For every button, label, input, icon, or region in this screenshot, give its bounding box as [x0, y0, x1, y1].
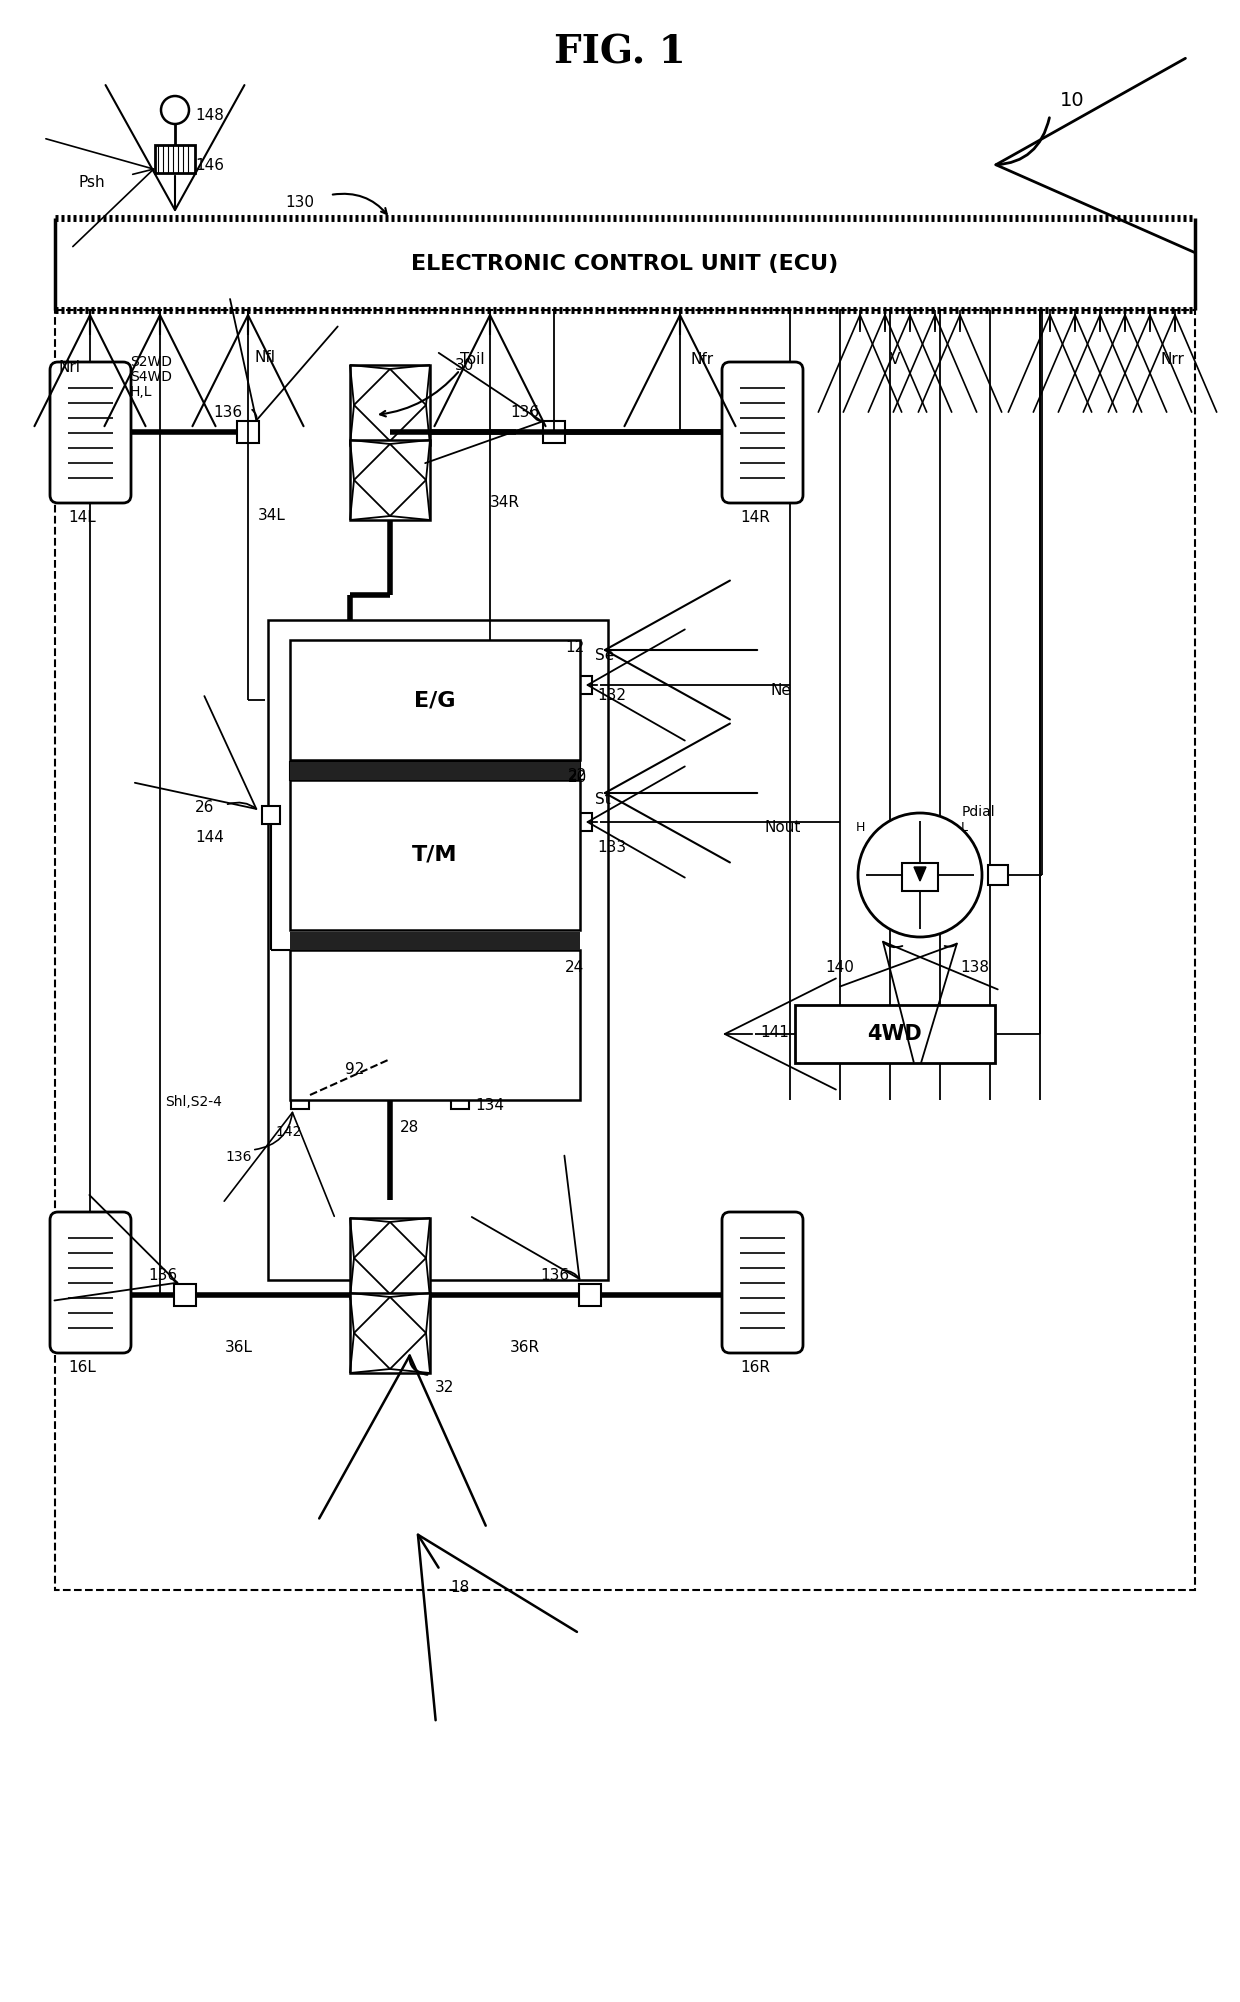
Text: 4WD: 4WD	[868, 1023, 923, 1043]
Text: H: H	[856, 821, 864, 835]
Text: 30: 30	[455, 358, 475, 372]
Text: 146: 146	[195, 158, 224, 172]
Text: 136: 136	[224, 1149, 252, 1163]
Bar	[290, 641, 580, 761]
Text: 28: 28	[401, 1119, 419, 1135]
Bar	[290, 951, 580, 1099]
Bar	[262, 807, 280, 825]
Text: Se: Se	[595, 649, 614, 663]
Circle shape	[161, 96, 188, 124]
Text: 14L: 14L	[68, 511, 95, 525]
Text: 132: 132	[596, 689, 626, 703]
Text: H,L: H,L	[130, 384, 153, 398]
Text: ELECTRONIC CONTROL UNIT (ECU): ELECTRONIC CONTROL UNIT (ECU)	[412, 254, 838, 274]
Text: 133: 133	[596, 841, 626, 855]
Bar	[155, 144, 195, 172]
Text: Pdial: Pdial	[962, 805, 996, 819]
Text: 136: 136	[539, 1267, 569, 1283]
Bar	[55, 310, 1195, 1590]
FancyBboxPatch shape	[722, 1211, 804, 1353]
Text: 92: 92	[345, 1061, 365, 1077]
Text: 16L: 16L	[68, 1359, 95, 1375]
Bar	[237, 420, 259, 442]
Text: 36R: 36R	[510, 1339, 541, 1355]
Text: 26: 26	[195, 801, 215, 815]
Bar	[268, 621, 608, 1279]
Text: 16R: 16R	[740, 1359, 770, 1375]
Text: Ne: Ne	[770, 683, 791, 699]
Text: FIG. 1: FIG. 1	[554, 32, 686, 70]
Text: Nrr: Nrr	[1159, 352, 1184, 366]
Bar	[290, 933, 580, 951]
Bar	[574, 677, 591, 695]
Polygon shape	[914, 867, 926, 881]
Bar	[290, 763, 580, 781]
Bar	[988, 865, 1008, 885]
Text: V: V	[890, 352, 900, 366]
Text: 32: 32	[435, 1379, 454, 1395]
Bar	[350, 1293, 430, 1373]
Text: 22: 22	[568, 769, 588, 783]
Text: 18: 18	[450, 1580, 469, 1596]
Text: 12: 12	[565, 641, 584, 655]
Text: Nout: Nout	[765, 821, 801, 835]
Text: Nfl: Nfl	[255, 350, 277, 364]
Bar	[350, 440, 430, 521]
Bar	[55, 218, 1195, 310]
Bar	[543, 420, 565, 442]
Text: Nfr: Nfr	[689, 352, 713, 366]
Text: S4WD: S4WD	[130, 370, 172, 384]
Text: L: L	[961, 821, 967, 835]
Bar	[901, 863, 937, 891]
Bar	[350, 364, 430, 444]
Text: 136: 136	[148, 1267, 177, 1283]
Bar	[350, 1217, 430, 1297]
Bar	[290, 763, 580, 781]
Circle shape	[858, 813, 982, 937]
Bar	[795, 1005, 994, 1063]
Text: 140: 140	[825, 961, 854, 975]
Text: 144: 144	[195, 831, 224, 845]
Text: 34L: 34L	[258, 509, 286, 523]
Text: 136: 136	[510, 404, 539, 420]
Text: 134: 134	[475, 1097, 503, 1113]
Text: Toil: Toil	[460, 352, 485, 366]
Text: Nrl: Nrl	[58, 360, 81, 374]
Text: 10: 10	[1060, 90, 1085, 110]
Text: 14R: 14R	[740, 511, 770, 525]
Text: 34R: 34R	[490, 494, 520, 511]
Text: 136: 136	[213, 404, 242, 420]
Bar	[291, 1091, 309, 1109]
Text: 141: 141	[760, 1025, 789, 1039]
Bar	[579, 1283, 601, 1305]
Text: 36L: 36L	[224, 1339, 253, 1355]
FancyBboxPatch shape	[50, 1211, 131, 1353]
Text: 142: 142	[275, 1125, 301, 1139]
Text: E/G: E/G	[414, 691, 456, 711]
Text: S2WD: S2WD	[130, 354, 172, 368]
Text: T/M: T/M	[412, 845, 458, 865]
Bar	[174, 1283, 196, 1305]
Bar	[574, 813, 591, 831]
Text: 138: 138	[960, 961, 990, 975]
Text: Psh: Psh	[78, 174, 104, 190]
Text: 24: 24	[565, 961, 584, 975]
Text: 130: 130	[285, 194, 314, 210]
Text: Shl,S2-4: Shl,S2-4	[165, 1095, 222, 1109]
Text: St: St	[595, 793, 611, 807]
Bar	[290, 781, 580, 931]
FancyBboxPatch shape	[722, 362, 804, 503]
Text: 148: 148	[195, 108, 224, 122]
FancyBboxPatch shape	[50, 362, 131, 503]
Text: 20: 20	[568, 771, 588, 785]
Bar	[451, 1091, 469, 1109]
